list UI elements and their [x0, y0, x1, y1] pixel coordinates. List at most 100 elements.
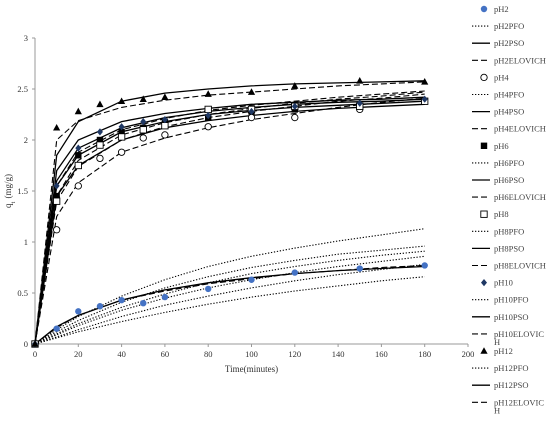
data-point-ph4: [139, 134, 147, 142]
legend-item-ph12elovich: pH12ELOVIC H: [472, 397, 544, 415]
legend-label: pH12PSO: [494, 380, 528, 390]
data-point-ph12: [31, 340, 39, 347]
data-point-ph4: [291, 113, 299, 122]
data-point-ph2: [140, 300, 147, 307]
data-point-ph6: [118, 128, 125, 136]
series-line-ph8elovich: [34, 91, 425, 345]
data-point-ph2: [161, 293, 169, 301]
x-tick-label: 20: [74, 349, 83, 359]
data-point-ph2: [291, 269, 298, 276]
series-line-ph12pfo: [34, 263, 425, 345]
legend-label: pH8PFO: [494, 226, 524, 236]
x-tick-label: 200: [462, 349, 475, 359]
data-point-ph2: [53, 325, 60, 332]
legend-item-ph10elovich: pH10ELOVIC H: [472, 329, 544, 347]
data-point-ph12: [74, 107, 82, 115]
data-point-ph6: [96, 136, 104, 144]
data-point-ph10: [75, 144, 82, 152]
series-line-ph6elovich: [34, 93, 425, 345]
data-point-ph10: [140, 118, 147, 126]
legend-item-ph10: pH10: [481, 278, 513, 288]
series-line-ph12pso: [34, 80, 425, 345]
data-point-ph8: [53, 197, 61, 205]
legend-label: pH6: [494, 141, 509, 151]
series-line-ph8pfo: [34, 250, 425, 345]
series-line-ph2pso: [34, 265, 425, 345]
data-point-ph10: [161, 116, 168, 124]
legend-label: pH10PFO: [494, 295, 528, 305]
series-line-ph4pso: [34, 103, 425, 345]
data-point-ph8: [96, 141, 104, 149]
x-tick-label: 60: [161, 349, 170, 359]
data-point-ph2: [118, 296, 125, 304]
data-point-ph4: [53, 226, 61, 234]
legend-label: pH2: [494, 4, 509, 14]
x-tick-label: 80: [204, 349, 213, 359]
series-line-ph4elovich: [34, 97, 425, 345]
data-point-ph8: [74, 161, 82, 170]
y-tick-label: 3: [24, 33, 28, 43]
legend-label: pH10: [494, 278, 513, 288]
legend-label: pH4: [494, 72, 509, 82]
legend-label: pH2PSO: [494, 38, 524, 48]
data-point-ph10: [118, 123, 125, 131]
legend-label: pH6ELOVICH: [494, 192, 546, 202]
data-point-ph2: [96, 303, 104, 310]
legend-item-ph6elovich: pH6ELOVICH: [472, 192, 546, 202]
legend-marker: [480, 210, 488, 218]
legend-item-ph4pfo: pH4PFO: [472, 90, 524, 100]
legend-item-ph10pfo: pH10PFO: [472, 295, 528, 305]
data-point-ph4: [74, 182, 82, 190]
legend-item-ph2: pH2: [480, 4, 509, 14]
data-point-ph2: [356, 265, 363, 272]
legend-label: pH8ELOVICH: [494, 261, 546, 271]
series-line-ph12elovich: [34, 81, 425, 345]
data-point-ph12: [53, 123, 61, 131]
x-axis-label: Time(minutes): [225, 364, 278, 374]
data-point-ph2: [75, 308, 82, 315]
legend-marker: [480, 347, 488, 354]
legend: pH2 pH2PFO pH2PSO pH2ELOVICH pH4 pH4PFO pH4PSO…: [472, 4, 546, 415]
legend-marker: [480, 142, 488, 149]
legend-label: pH2ELOVICH: [494, 55, 546, 65]
series-line-ph2pfo: [34, 276, 425, 345]
series-line-ph2elovich: [34, 264, 425, 345]
data-point-ph4: [161, 131, 169, 139]
series-line-ph10pso: [34, 96, 425, 345]
data-point-ph4: [204, 123, 212, 131]
data-point-ph12: [421, 78, 429, 85]
data-point-ph10: [248, 107, 255, 116]
legend-label: pH4PFO: [494, 90, 524, 100]
data-point-ph10: [96, 128, 103, 136]
legend-item-ph2pfo: pH2PFO: [472, 21, 524, 31]
legend-item-ph4pso: pH4PSO: [472, 107, 524, 117]
legend-label: pH2PFO: [494, 21, 524, 31]
data-point-ph2: [205, 285, 212, 293]
legend-item-ph8pso: pH8PSO: [472, 243, 524, 253]
data-point-ph2: [421, 262, 428, 269]
legend-item-ph6: pH6: [480, 141, 509, 151]
legend-marker: [480, 5, 488, 13]
legend-item-ph10pso: pH10PSO: [472, 312, 528, 322]
legend-label: pH6PFO: [494, 158, 524, 168]
x-tick-label: 140: [332, 349, 345, 359]
legend-marker: [480, 73, 488, 82]
legend-label: pH8: [494, 209, 509, 219]
legend-item-ph4elovich: pH4ELOVICH: [472, 124, 546, 134]
legend-label: pH8PSO: [494, 243, 524, 253]
legend-item-ph6pfo: pH6PFO: [472, 158, 524, 168]
data-point-ph6: [75, 152, 82, 159]
plot-axes: 0 20 40 60 80 100 120 140 160 180 200 0 0.5 1 1.5 2 2.5 3: [17, 33, 474, 359]
legend-item-ph12: pH12: [480, 346, 513, 356]
data-point-ph2: [248, 276, 255, 283]
data-points: [31, 77, 429, 348]
legend-marker: [481, 279, 487, 287]
x-tick-label: 0: [33, 349, 37, 359]
data-point-ph4: [247, 113, 256, 122]
y-tick-label: 2.5: [17, 84, 28, 94]
x-tick-label: 120: [288, 349, 301, 359]
y-tick-label: 1: [24, 237, 28, 247]
series-line-ph10elovich: [34, 90, 425, 345]
legend-label: pH12: [494, 346, 513, 356]
